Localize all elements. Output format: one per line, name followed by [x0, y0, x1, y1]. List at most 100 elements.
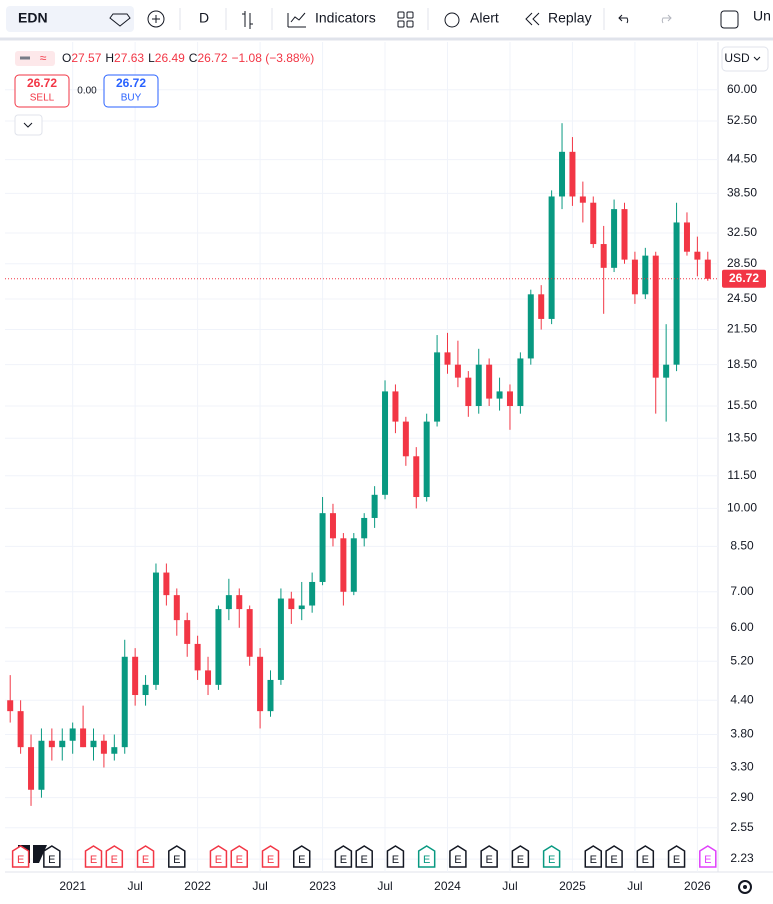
y-tick-label: 28.50	[727, 256, 757, 270]
replay-button[interactable]: Replay	[548, 10, 592, 26]
open-value: 27.57	[71, 51, 101, 65]
sell-label[interactable]: SELL	[30, 93, 55, 104]
candle-body	[434, 352, 441, 422]
settings-icon[interactable]	[738, 880, 752, 894]
symbol-box[interactable]	[6, 6, 134, 32]
sell-button[interactable]	[14, 74, 70, 108]
symbol[interactable]: EDN	[18, 10, 48, 26]
earnings-label: E	[17, 854, 24, 866]
candle-body	[642, 255, 649, 295]
candle-body	[694, 251, 701, 260]
candle-body	[132, 656, 139, 696]
candle-body	[121, 656, 128, 748]
buy-label[interactable]: BUY	[121, 93, 142, 104]
candle-body	[288, 598, 295, 610]
y-tick-label: 32.50	[727, 225, 757, 239]
sell-price[interactable]: 26.72	[27, 76, 57, 90]
earnings-label: E	[642, 854, 649, 866]
candle-body	[194, 643, 201, 671]
add-icon[interactable]	[147, 10, 165, 28]
y-tick-label: 4.40	[730, 692, 754, 706]
candle-body	[7, 700, 14, 712]
indicators-icon[interactable]	[287, 12, 306, 28]
candle-body	[80, 728, 87, 748]
legend-toggle[interactable]	[15, 51, 55, 66]
candle-body	[527, 294, 534, 359]
candle-body	[444, 352, 451, 365]
candle-body	[704, 259, 711, 279]
earnings-marker	[168, 845, 186, 868]
candle-body	[142, 684, 149, 696]
y-tick-label: 2.90	[730, 790, 754, 804]
add-icon-plus	[152, 15, 160, 23]
change-value: −1.08 (−3.88%)	[232, 51, 315, 65]
candle-body	[496, 391, 503, 399]
x-tick-label: Jul	[252, 879, 267, 893]
currency-button[interactable]	[721, 46, 769, 72]
interval[interactable]: D	[199, 10, 209, 26]
candle-body	[423, 421, 430, 498]
y-tick-label: 44.50	[727, 152, 757, 166]
earnings-label: E	[48, 854, 55, 866]
earnings-label: E	[610, 854, 617, 866]
earnings-label: E	[236, 854, 243, 866]
redo-button[interactable]	[661, 14, 672, 24]
candle-body	[59, 740, 66, 748]
y-tick-label: 5.20	[730, 653, 754, 667]
layout-name[interactable]: Un	[753, 8, 771, 24]
earnings-marker	[699, 845, 717, 868]
earnings-marker	[209, 845, 228, 868]
candle-body	[152, 572, 159, 685]
candle-body	[48, 740, 55, 748]
earnings-label: E	[298, 854, 305, 866]
y-tick-label: 15.50	[727, 398, 757, 412]
candle-body	[382, 391, 389, 495]
collapse-button[interactable]	[14, 114, 43, 136]
spread: 0.00	[77, 86, 97, 97]
y-tick-label: 3.30	[730, 760, 754, 774]
x-tick-label: 2021	[59, 879, 86, 893]
last-price-label: 26.72	[729, 271, 759, 285]
undo-button[interactable]	[618, 14, 629, 24]
candle-body	[371, 494, 378, 518]
layout-icon[interactable]	[720, 10, 739, 29]
indicators-button[interactable]: Indicators	[315, 10, 376, 26]
bars-icon[interactable]	[242, 11, 253, 29]
alert-icon[interactable]	[444, 12, 460, 28]
alert-button[interactable]: Alert	[470, 10, 499, 26]
replay-icon[interactable]	[525, 12, 540, 26]
earnings-marker	[43, 845, 61, 868]
templates-icon[interactable]	[397, 11, 414, 28]
earnings-marker	[417, 845, 436, 868]
candle-body	[402, 421, 409, 457]
candle-body	[548, 196, 555, 319]
earnings-marker	[105, 845, 124, 868]
currency-chevron	[753, 56, 761, 61]
earnings-marker	[334, 845, 353, 868]
y-tick-label: 11.50	[727, 468, 756, 482]
buy-button[interactable]	[103, 74, 159, 108]
currency[interactable]: USD	[724, 51, 750, 65]
candle-body	[184, 620, 191, 644]
high-label: H	[105, 51, 114, 65]
candle-body	[215, 609, 222, 685]
diamond-icon[interactable]	[109, 13, 131, 27]
earnings-marker	[449, 845, 467, 868]
toolbar: EDN D Indicators Alert Replay Un	[6, 6, 771, 32]
buy-price[interactable]: 26.72	[116, 76, 146, 90]
earnings-marker	[230, 845, 249, 868]
x-tick-label: Jul	[502, 879, 517, 893]
ohlc-legend: O27.57 H27.63 L26.49 C26.72 −1.08 (−3.88%)	[62, 51, 314, 65]
candle-body	[454, 364, 461, 378]
low-value: 26.49	[155, 51, 185, 65]
earnings-label: E	[517, 854, 524, 866]
earnings-marker	[386, 845, 405, 868]
y-tick-label: 2.23	[730, 851, 754, 865]
candle-body	[100, 740, 107, 754]
y-tick-label: 7.00	[730, 584, 754, 598]
earnings-marker	[542, 845, 561, 868]
candle-body	[538, 294, 545, 319]
y-tick-label: 2.55	[730, 820, 754, 834]
x-tick-label: 2025	[559, 879, 586, 893]
earnings-label: E	[267, 854, 274, 866]
